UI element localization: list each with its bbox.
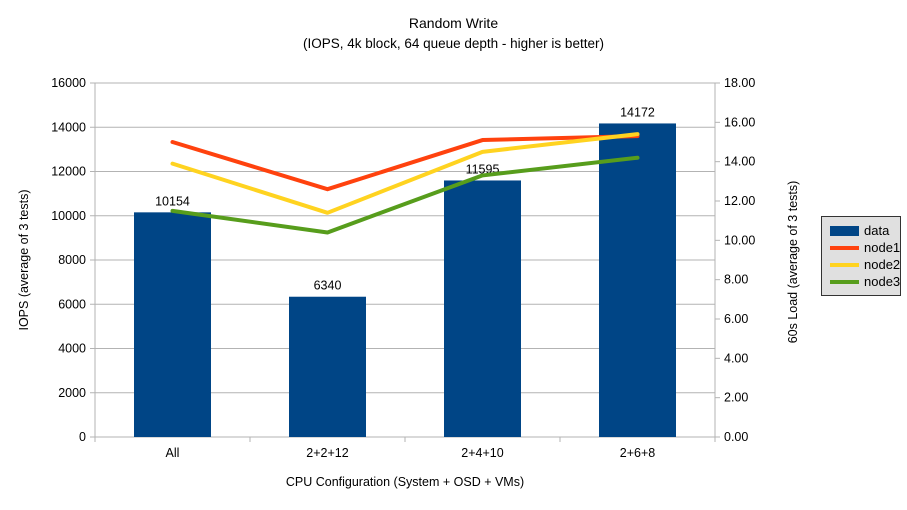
right-axis-tick-label: 12.00 (724, 194, 755, 208)
bar-value-label: 10154 (155, 194, 190, 208)
bar (599, 123, 676, 437)
legend-item-data: data (830, 224, 900, 237)
line-node2 (170, 132, 640, 215)
legend-item-node1: node1 (830, 241, 900, 254)
left-axis-tick-label: 14000 (51, 120, 86, 134)
legend-label-data: data (864, 223, 890, 238)
legend-swatch-node3 (830, 279, 859, 284)
left-axis-tick-label: 6000 (58, 297, 86, 311)
x-category-label: 2+6+8 (620, 446, 656, 460)
line-node3 (170, 155, 640, 235)
x-category-label: 2+2+12 (306, 446, 348, 460)
right-axis-tick-label: 18.00 (724, 76, 755, 90)
left-axis-tick-label: 16000 (51, 76, 86, 90)
legend-swatch-node1 (830, 245, 859, 250)
legend: data node1 node2 node3 (821, 216, 901, 296)
legend-swatch-data (830, 225, 859, 236)
legend-swatch-node2 (830, 262, 859, 267)
bar-value-label: 14172 (620, 105, 655, 119)
right-axis-tick-label: 8.00 (724, 273, 748, 287)
legend-label-node1: node1 (864, 240, 901, 255)
left-axis-tick-label: 8000 (58, 253, 86, 267)
legend-item-node3: node3 (830, 275, 900, 288)
right-axis-tick-label: 10.00 (724, 233, 755, 247)
left-axis-tick-label: 2000 (58, 386, 86, 400)
right-axis-tick-label: 6.00 (724, 312, 748, 326)
x-category-label: 2+4+10 (461, 446, 503, 460)
bar (289, 296, 366, 437)
right-axis-tick-label: 0.00 (724, 430, 748, 444)
left-axis-tick-label: 12000 (51, 165, 86, 179)
chart-subtitle: (IOPS, 4k block, 64 queue depth - higher… (303, 36, 604, 51)
line-node1 (170, 134, 640, 192)
legend-label-node2: node2 (864, 257, 901, 272)
bar (444, 180, 521, 437)
legend-item-node2: node2 (830, 258, 900, 271)
left-axis-tick-label: 4000 (58, 342, 86, 356)
x-axis-title: CPU Configuration (System + OSD + VMs) (285, 475, 525, 489)
legend-label-node3: node3 (864, 274, 901, 289)
chart-title: Random Write (408, 15, 499, 31)
bar (134, 212, 211, 437)
right-axis-tick-label: 2.00 (724, 391, 748, 405)
right-axis-tick-label: 4.00 (724, 351, 748, 365)
right-axis-tick-label: 14.00 (724, 155, 755, 169)
bar-value-label: 6340 (314, 279, 342, 293)
left-axis-tick-label: 0 (79, 430, 86, 444)
right-axis-tick-label: 16.00 (724, 115, 755, 129)
x-category-label: All (166, 446, 180, 460)
left-axis-tick-label: 10000 (51, 209, 86, 223)
